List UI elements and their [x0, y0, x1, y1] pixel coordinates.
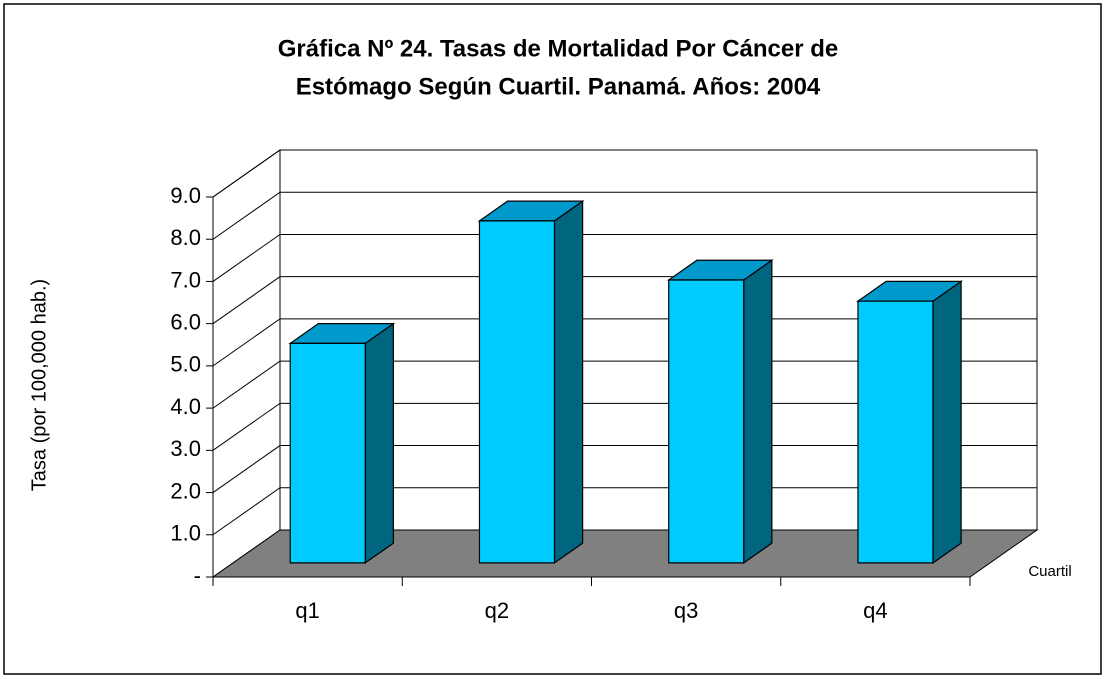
y-tick-label: 6.0	[170, 309, 201, 334]
grid-line	[212, 149, 1037, 198]
chart-title: Gráfica Nº 24. Tasas de Mortalidad Por C…	[278, 35, 839, 62]
x-tick-label: q3	[674, 598, 698, 623]
x-tick-label: q1	[295, 598, 319, 623]
y-tick-label: 4.0	[170, 394, 201, 419]
x-tick-label: q4	[863, 598, 887, 623]
grid-line	[212, 276, 1037, 325]
x-axis-label: Cuartil	[1028, 563, 1071, 580]
y-tick-label: 1.0	[170, 521, 201, 546]
bar-side	[553, 200, 584, 565]
y-tick-label: 7.0	[170, 267, 201, 292]
bar-side	[743, 259, 773, 565]
bar	[857, 300, 934, 564]
grid-line	[212, 233, 1037, 282]
y-tick-label: 9.0	[170, 183, 201, 208]
grid-line	[212, 445, 1037, 493]
y-tick-label: 3.0	[170, 436, 201, 461]
y-tick-label: -	[194, 563, 201, 588]
grid-line	[212, 487, 1037, 536]
chart-subtitle: Estómago Según Cuartil. Panamá. Años: 20…	[296, 73, 821, 100]
bar-side	[932, 280, 962, 565]
y-axis-label: Tasa (por 100,000 hab.)	[28, 279, 50, 491]
y-tick-label: 5.0	[170, 352, 201, 377]
x-tick-label: q2	[485, 598, 509, 623]
grid-line	[212, 191, 1037, 240]
side-wall	[212, 149, 281, 578]
grid-line	[212, 360, 1037, 409]
bar-side	[364, 322, 394, 565]
bar	[478, 220, 556, 564]
bar	[289, 342, 366, 564]
grid-line	[212, 318, 1037, 367]
y-tick-label: 2.0	[170, 478, 201, 503]
y-tick-label: 8.0	[170, 225, 201, 250]
bar	[668, 279, 745, 564]
grid-line	[212, 402, 1037, 451]
